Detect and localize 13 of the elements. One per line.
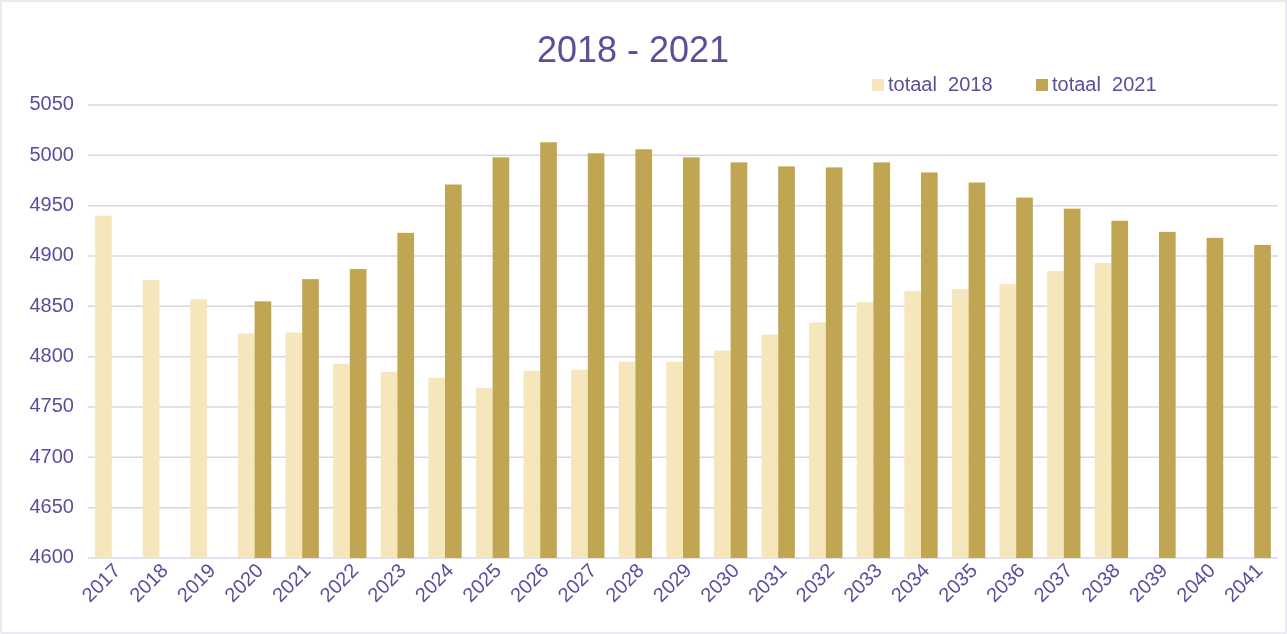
y-tick-label: 4600 bbox=[29, 545, 74, 568]
y-tick-label: 4850 bbox=[29, 293, 74, 316]
legend-label: totaal 2018 bbox=[888, 73, 993, 96]
y-tick-label: 4900 bbox=[29, 243, 74, 266]
y-tick-label: 4750 bbox=[29, 394, 74, 417]
y-tick-label: 4650 bbox=[29, 494, 74, 517]
legend-label: totaal 2021 bbox=[1052, 73, 1157, 96]
y-tick-label: 4800 bbox=[29, 343, 74, 366]
y-tick-label: 5000 bbox=[29, 142, 74, 165]
y-tick-label: 4700 bbox=[29, 444, 74, 467]
chart-title: 2018 - 2021 bbox=[536, 28, 730, 70]
y-tick-label: 5050 bbox=[29, 92, 74, 115]
y-tick-label: 4950 bbox=[29, 192, 74, 215]
